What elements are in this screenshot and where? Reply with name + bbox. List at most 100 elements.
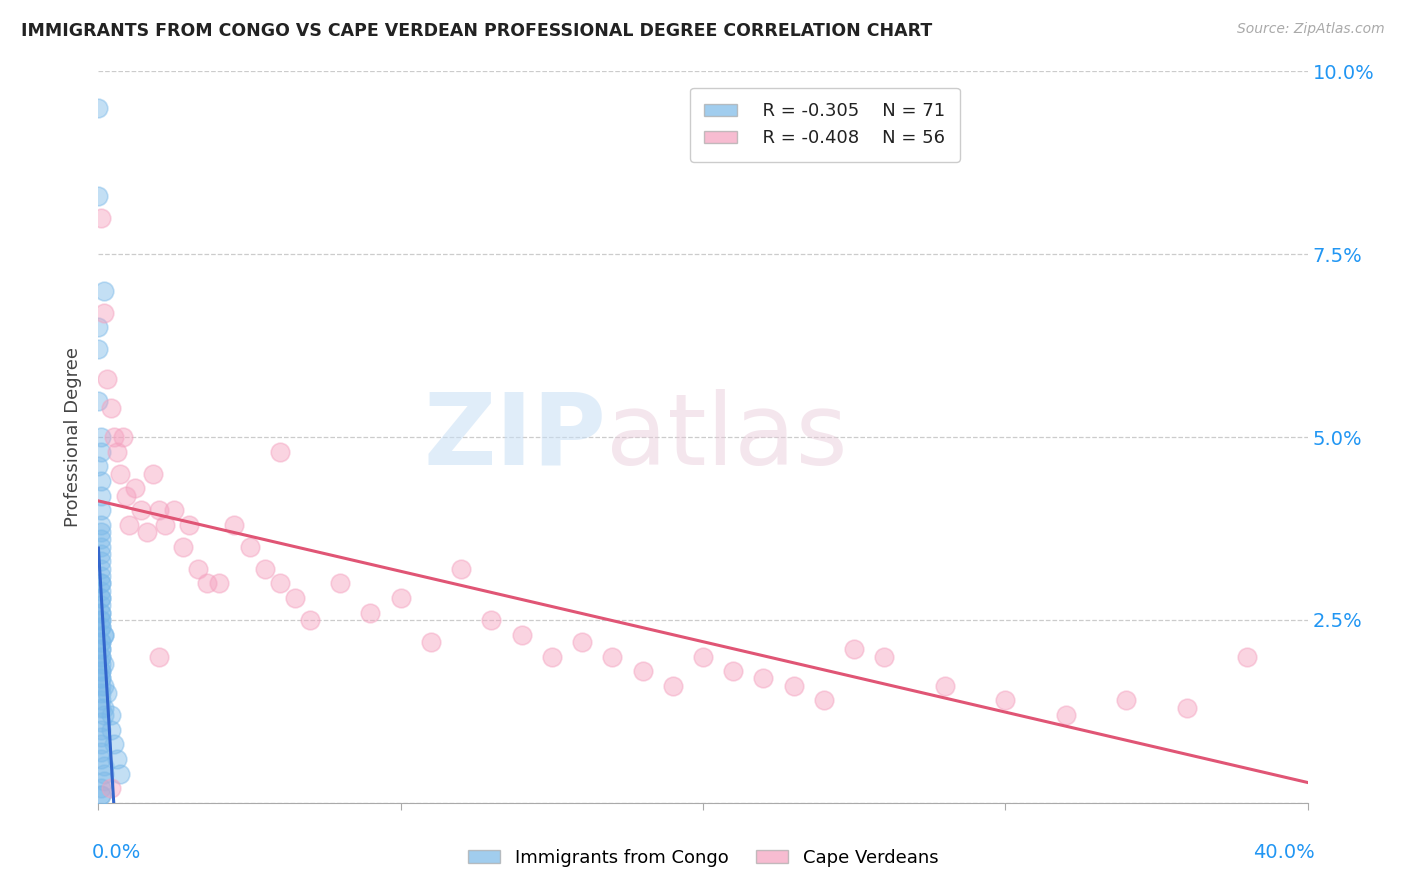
Point <box>752 672 775 686</box>
Point <box>224 517 246 532</box>
Point <box>87 393 110 408</box>
Point <box>90 547 112 561</box>
Point <box>90 591 112 605</box>
Point <box>90 576 112 591</box>
Point <box>1175 700 1198 714</box>
Text: ZIP: ZIP <box>423 389 606 485</box>
Point <box>90 576 112 591</box>
Point <box>90 444 112 458</box>
Point <box>90 517 112 532</box>
Point <box>90 635 112 649</box>
Point <box>93 627 115 641</box>
Point <box>105 444 128 458</box>
Point <box>105 752 128 766</box>
Point <box>481 613 503 627</box>
Point <box>90 562 112 576</box>
Point <box>90 642 112 657</box>
Point <box>723 664 745 678</box>
Point <box>153 517 176 532</box>
Point <box>90 649 112 664</box>
Point <box>90 672 112 686</box>
Point <box>90 700 112 714</box>
Point <box>90 613 112 627</box>
Point <box>90 620 112 634</box>
Point <box>142 467 165 481</box>
Point <box>163 503 186 517</box>
Point <box>420 635 443 649</box>
Point <box>172 540 194 554</box>
Point <box>100 708 122 723</box>
Point <box>360 606 382 620</box>
Point <box>103 737 125 751</box>
Point <box>692 649 714 664</box>
Point <box>111 430 134 444</box>
Point <box>90 781 112 796</box>
Point <box>114 489 136 503</box>
Point <box>90 474 112 488</box>
Point <box>100 723 122 737</box>
Point <box>90 789 112 803</box>
Point <box>389 591 412 605</box>
Point <box>90 554 112 568</box>
Point <box>844 642 866 657</box>
Point <box>90 723 112 737</box>
Point <box>540 649 562 664</box>
Point <box>108 766 131 780</box>
Point <box>90 789 112 803</box>
Point <box>602 649 624 664</box>
Point <box>87 188 110 202</box>
Point <box>93 759 115 773</box>
Point <box>90 533 112 547</box>
Point <box>87 101 110 115</box>
Point <box>510 627 533 641</box>
Point <box>96 686 118 700</box>
Text: IMMIGRANTS FROM CONGO VS CAPE VERDEAN PROFESSIONAL DEGREE CORRELATION CHART: IMMIGRANTS FROM CONGO VS CAPE VERDEAN PR… <box>21 22 932 40</box>
Point <box>129 503 152 517</box>
Point <box>90 693 112 707</box>
Point <box>90 679 112 693</box>
Legend: Immigrants from Congo, Cape Verdeans: Immigrants from Congo, Cape Verdeans <box>461 842 945 874</box>
Point <box>661 679 683 693</box>
Point <box>96 371 118 385</box>
Point <box>90 672 112 686</box>
Point <box>93 708 115 723</box>
Point <box>93 773 115 788</box>
Point <box>90 715 112 730</box>
Point <box>90 657 112 671</box>
Point <box>90 525 112 540</box>
Point <box>90 606 112 620</box>
Point <box>93 679 115 693</box>
Point <box>90 489 112 503</box>
Point <box>124 481 146 495</box>
Point <box>87 320 110 334</box>
Point <box>90 430 112 444</box>
Point <box>87 343 110 357</box>
Point <box>118 517 141 532</box>
Point <box>329 576 352 591</box>
Text: 0.0%: 0.0% <box>91 843 141 862</box>
Legend:   R = -0.305    N = 71,   R = -0.408    N = 56: R = -0.305 N = 71, R = -0.408 N = 56 <box>690 87 960 161</box>
Point <box>108 467 131 481</box>
Point <box>90 211 112 225</box>
Point <box>135 525 157 540</box>
Point <box>148 503 170 517</box>
Point <box>103 430 125 444</box>
Point <box>87 459 110 474</box>
Point <box>873 649 896 664</box>
Point <box>90 635 112 649</box>
Point <box>93 700 115 714</box>
Point <box>269 576 291 591</box>
Point <box>253 562 276 576</box>
Point <box>90 606 112 620</box>
Point <box>90 730 112 744</box>
Point <box>90 591 112 605</box>
Point <box>93 627 115 641</box>
Point <box>90 752 112 766</box>
Text: Source: ZipAtlas.com: Source: ZipAtlas.com <box>1237 22 1385 37</box>
Point <box>179 517 201 532</box>
Point <box>1115 693 1137 707</box>
Point <box>93 657 115 671</box>
Point <box>90 540 112 554</box>
Point <box>90 737 112 751</box>
Point <box>90 620 112 634</box>
